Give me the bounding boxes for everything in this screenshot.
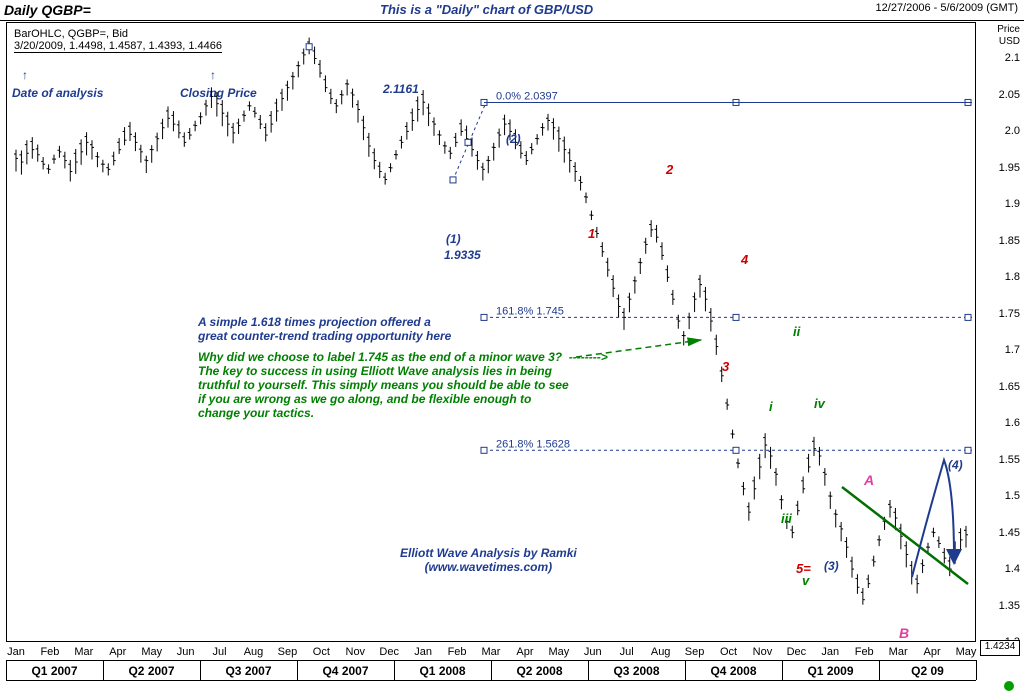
- x-month: Apr: [924, 646, 941, 658]
- wave-label: 1: [588, 226, 595, 241]
- x-quarter: Q1 2008: [419, 664, 465, 678]
- x-month: Sep: [278, 646, 298, 658]
- y-tick: 1.7: [1005, 344, 1020, 356]
- y-tick: 1.8: [1005, 271, 1020, 283]
- wave-label: v: [802, 573, 809, 588]
- price-marker: 1.4234: [980, 640, 1020, 656]
- y-tick: 1.75: [999, 308, 1020, 320]
- y-tick: 1.65: [999, 381, 1020, 393]
- y-axis: Price USD 1.31.351.41.451.51.551.61.651.…: [978, 22, 1020, 647]
- x-quarter: Q2 09: [911, 664, 944, 678]
- x-month: Apr: [516, 646, 533, 658]
- x-month: Oct: [720, 646, 737, 658]
- x-quarter: Q3 2007: [225, 664, 271, 678]
- wave-label: iii: [781, 511, 792, 526]
- wave-label: 4: [741, 252, 748, 267]
- x-month: Sep: [685, 646, 705, 658]
- wave-label: 2.1161: [383, 82, 419, 96]
- wave-label: (2): [506, 132, 521, 146]
- x-quarter: Q1 2009: [807, 664, 853, 678]
- x-month: Apr: [109, 646, 126, 658]
- x-month: Mar: [889, 646, 908, 658]
- chart-date-range: 12/27/2006 - 5/6/2009 (GMT): [876, 2, 1018, 14]
- y-tick: 1.35: [999, 600, 1020, 612]
- x-month: Dec: [379, 646, 399, 658]
- wave-label: (1): [446, 232, 461, 246]
- x-month: Aug: [244, 646, 264, 658]
- svg-text:0.0% 2.0397: 0.0% 2.0397: [496, 90, 558, 102]
- green-commentary: Why did we choose to label 1.745 as the …: [198, 350, 608, 420]
- y-tick: 1.95: [999, 162, 1020, 174]
- x-month: May: [141, 646, 162, 658]
- credit-label: Elliott Wave Analysis by Ramki (www.wave…: [400, 546, 577, 574]
- wave-label: ii: [793, 324, 800, 339]
- x-quarter: Q2 2008: [516, 664, 562, 678]
- wave-label: iv: [814, 396, 825, 411]
- svg-text:161.8% 1.745: 161.8% 1.745: [496, 305, 564, 317]
- y-axis-label-usd: USD: [999, 36, 1020, 47]
- y-tick: 1.6: [1005, 417, 1020, 429]
- x-month: May: [548, 646, 569, 658]
- x-month: Jun: [584, 646, 602, 658]
- x-month: Oct: [313, 646, 330, 658]
- x-month: Jul: [620, 646, 634, 658]
- wave-label: 3: [722, 359, 729, 374]
- y-tick: 2.05: [999, 89, 1020, 101]
- wave-label: 2: [666, 162, 673, 177]
- x-month: Feb: [40, 646, 59, 658]
- x-month: Nov: [753, 646, 773, 658]
- x-quarter: Q2 2007: [128, 664, 174, 678]
- svg-text:261.8% 1.5628: 261.8% 1.5628: [496, 438, 570, 450]
- x-month: Feb: [448, 646, 467, 658]
- x-quarter: Q4 2008: [710, 664, 756, 678]
- x-month: Feb: [855, 646, 874, 658]
- x-month: Jun: [177, 646, 195, 658]
- x-axis: Jan Feb Mar Apr May Jun Jul Aug Sep Oct Nov Dec Jan F…: [6, 644, 1016, 686]
- y-tick: 1.85: [999, 235, 1020, 247]
- x-month: Jan: [821, 646, 839, 658]
- x-month: May: [956, 646, 977, 658]
- y-tick: 1.55: [999, 454, 1020, 466]
- y-axis-label-price: Price: [997, 24, 1020, 35]
- x-quarter: Q1 2007: [31, 664, 77, 678]
- x-quarter: Q4 2007: [322, 664, 368, 678]
- chart-header: Daily QGBP= This is a "Daily" chart of G…: [0, 2, 1024, 21]
- x-month: Dec: [787, 646, 807, 658]
- chart-subtitle: This is a "Daily" chart of GBP/USD: [380, 2, 593, 17]
- wave-label: A: [864, 472, 874, 488]
- wave-label: B: [899, 625, 909, 641]
- y-tick: 2.1: [1005, 52, 1020, 64]
- y-tick: 1.4: [1005, 563, 1020, 575]
- x-month: Jan: [414, 646, 432, 658]
- wave-label: 1.9335: [444, 248, 481, 262]
- x-quarter: Q3 2008: [613, 664, 659, 678]
- wave-label: (3): [824, 559, 839, 573]
- y-tick: 1.9: [1005, 198, 1020, 210]
- blue-commentary: A simple 1.618 times projection offered …: [198, 315, 451, 343]
- wave-label: i: [769, 399, 773, 414]
- y-tick: 1.45: [999, 527, 1020, 539]
- y-tick: 1.5: [1005, 490, 1020, 502]
- x-month: Mar: [74, 646, 93, 658]
- status-indicator: [1004, 681, 1014, 691]
- y-tick: 2.0: [1005, 125, 1020, 137]
- x-month: Jul: [213, 646, 227, 658]
- x-month: Mar: [482, 646, 501, 658]
- x-month: Jan: [7, 646, 25, 658]
- x-month: Aug: [651, 646, 671, 658]
- x-month: Nov: [346, 646, 366, 658]
- wave-label: (4): [948, 458, 963, 472]
- chart-title: Daily QGBP=: [4, 2, 91, 18]
